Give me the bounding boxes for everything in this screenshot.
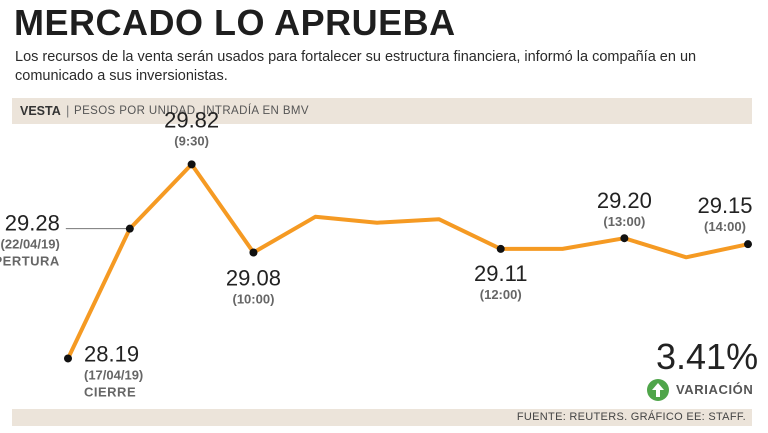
- data-label-value: 29.82: [164, 107, 219, 132]
- variation-label: VARIACIÓN: [676, 382, 754, 397]
- data-label-value: 29.15: [697, 193, 752, 218]
- data-point: [125, 224, 134, 233]
- data-point: [744, 240, 752, 249]
- data-label-value: 29.11: [474, 261, 527, 286]
- header-band: VESTA | PESOS POR UNIDAD, INTRADÍA EN BM…: [12, 98, 752, 124]
- data-point: [249, 248, 258, 257]
- data-label-time: (10:00): [232, 291, 274, 306]
- data-label-value: 28.19: [84, 341, 139, 366]
- data-point: [64, 354, 72, 363]
- data-label-time: (22/04/19): [1, 237, 60, 252]
- data-label-note: CIERRE: [84, 384, 136, 399]
- data-label-note: APERTURA: [0, 254, 60, 269]
- footer-band: FUENTE: REUTERS. GRÁFICO EE: STAFF.: [12, 409, 752, 426]
- ticker-separator: |: [66, 103, 70, 118]
- data-label-time: (13:00): [603, 214, 645, 229]
- ticker-label: VESTA: [20, 104, 61, 118]
- data-label-value: 29.08: [226, 265, 281, 290]
- data-point: [620, 234, 629, 243]
- data-label-time: (9:30): [174, 133, 209, 148]
- chart-title: MERCADO LO APRUEBA: [14, 2, 456, 43]
- data-label-time: (17/04/19): [84, 367, 143, 382]
- arrow-up-circle-icon: [647, 379, 669, 401]
- source-note: FUENTE: REUTERS. GRÁFICO EE: STAFF.: [516, 411, 746, 423]
- data-label-time: (14:00): [704, 219, 746, 234]
- series-line: [66, 162, 750, 361]
- data-point: [496, 244, 505, 253]
- data-point: [187, 160, 196, 169]
- variation-value: 3.41%: [656, 336, 759, 377]
- data-label-value: 29.28: [5, 211, 60, 236]
- unit-description: PESOS POR UNIDAD, INTRADÍA EN BMV: [74, 105, 309, 117]
- data-label-time: (12:00): [480, 287, 522, 302]
- chart-subtitle: Los recursos de la venta serán usados pa…: [15, 49, 697, 84]
- data-label-value: 29.20: [597, 188, 652, 213]
